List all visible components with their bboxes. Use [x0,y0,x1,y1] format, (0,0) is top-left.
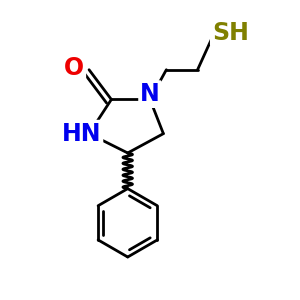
Text: HN: HN [62,122,101,146]
Text: SH: SH [212,21,249,45]
Text: N: N [140,82,160,106]
Text: O: O [64,56,84,80]
